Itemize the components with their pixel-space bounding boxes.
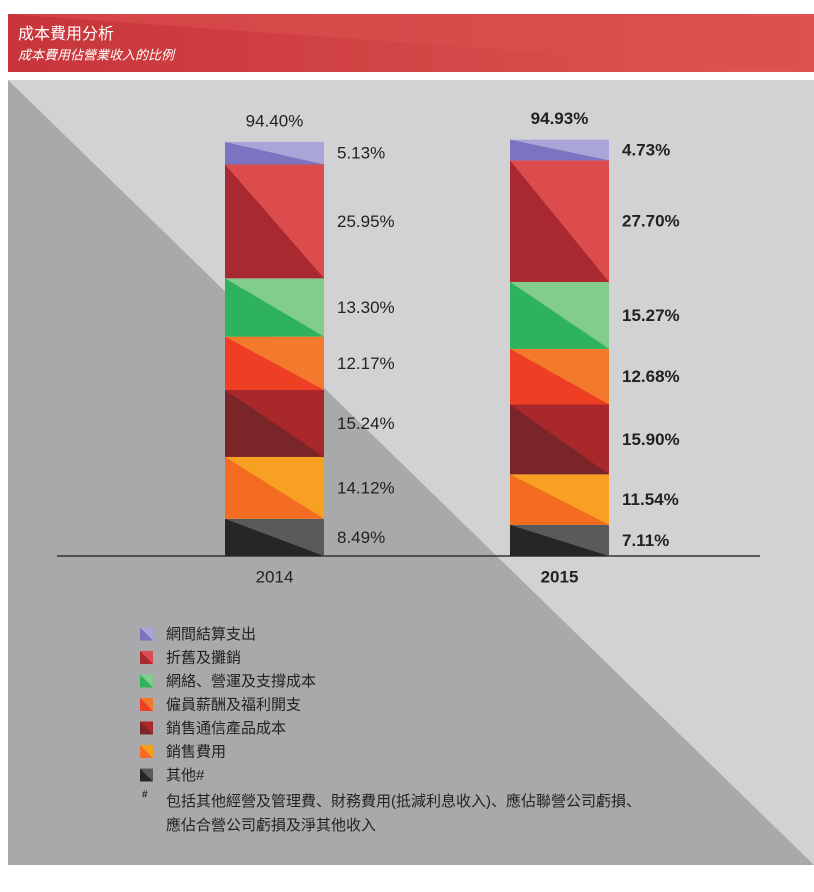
- legend-swatch-shade: [140, 698, 153, 711]
- panel-shade: [8, 80, 814, 865]
- bar-segment-shade: [510, 281, 609, 349]
- value-label: 7.11%: [622, 531, 669, 550]
- bar-segment-shade: [510, 348, 609, 405]
- total-label: 94.93%: [531, 109, 589, 128]
- value-label: 14.12%: [337, 478, 395, 497]
- value-label: 11.54%: [622, 490, 679, 509]
- value-label: 27.70%: [622, 212, 680, 231]
- x-tick-label: 2015: [541, 567, 579, 586]
- value-label: 25.95%: [337, 212, 395, 231]
- chart-title: 成本費用分析: [18, 25, 114, 43]
- legend-swatch-shade: [140, 721, 153, 735]
- legend-label: 網間結算支出: [166, 625, 256, 643]
- value-label: 5.13%: [337, 144, 385, 163]
- value-label: 8.49%: [337, 528, 385, 547]
- legend-swatch-shade: [140, 627, 153, 641]
- bar-segment-shade: [510, 524, 609, 556]
- value-label: 12.68%: [622, 367, 680, 386]
- x-tick-label: 2014: [256, 567, 294, 586]
- legend-label: 銷售費用: [166, 743, 226, 760]
- legend-label: 折舊及攤銷: [166, 649, 241, 666]
- bar-segment-shade: [510, 474, 609, 525]
- header-accent: [8, 14, 814, 72]
- bar-segment-shade: [225, 141, 324, 165]
- value-label: 15.24%: [337, 414, 395, 433]
- legend-swatch-shade: [140, 651, 153, 664]
- value-label: 15.27%: [622, 306, 680, 325]
- bar-segment-shade: [225, 164, 324, 279]
- legend-swatch-shade: [140, 745, 153, 758]
- bar-segment-shade: [225, 336, 324, 390]
- footnote-text: 應佔合營公司虧損及淨其他收入: [166, 816, 376, 834]
- legend-label: 其他#: [166, 767, 205, 784]
- legend-swatch-shade: [140, 768, 153, 782]
- bar-segment-shade: [510, 139, 609, 161]
- value-label: 12.17%: [337, 354, 395, 373]
- value-label: 13.30%: [337, 298, 395, 317]
- bar-segment-shade: [225, 518, 324, 556]
- bar-segment-shade: [225, 389, 324, 457]
- legend-label: 僱員薪酬及福利開支: [166, 696, 301, 713]
- bar-segment-shade: [510, 160, 609, 282]
- legend-label: 銷售通信產品成本: [166, 720, 286, 737]
- value-label: 15.90%: [622, 430, 680, 449]
- bar-segment-shade: [225, 456, 324, 519]
- legend-label: 網絡、營運及支撐成本: [166, 673, 316, 690]
- total-label: 94.40%: [246, 111, 304, 130]
- chart-subtitle: 成本費用佔營業收入的比例: [18, 47, 176, 62]
- footnote-text: 包括其他經營及管理費、財務費用(抵減利息收入)、應佔聯營公司虧損、: [166, 792, 641, 810]
- bar-segment-shade: [225, 278, 324, 337]
- value-label: 4.73%: [622, 140, 670, 159]
- legend-swatch-shade: [140, 674, 153, 688]
- footnote-marker: #: [142, 790, 148, 801]
- bar-segment-shade: [510, 404, 609, 475]
